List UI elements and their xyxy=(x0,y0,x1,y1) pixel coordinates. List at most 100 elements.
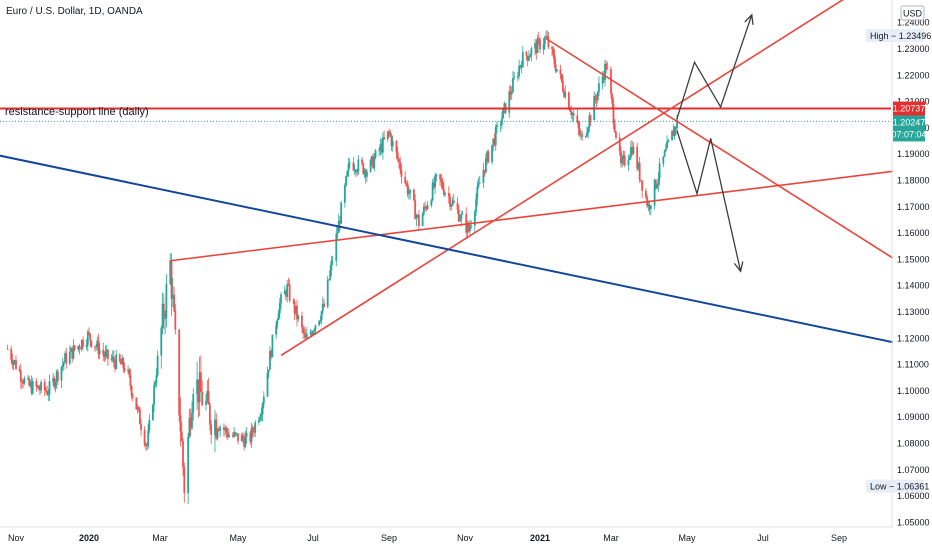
candle-body xyxy=(104,352,107,357)
candle-body xyxy=(6,348,9,350)
candle-body xyxy=(447,192,450,197)
candle-body xyxy=(111,356,114,359)
candle-body xyxy=(346,171,349,177)
candle-body xyxy=(68,351,71,364)
candle-body xyxy=(31,381,34,394)
candle-body xyxy=(513,77,516,79)
candle-body xyxy=(374,150,377,158)
candle-body xyxy=(487,151,490,163)
candle-body xyxy=(413,189,415,201)
candle-body xyxy=(148,420,151,431)
candle-body xyxy=(362,163,365,174)
candle-body xyxy=(294,305,297,314)
candle-body xyxy=(86,331,89,345)
candle-body xyxy=(587,128,590,133)
time-tick-label: 2021 xyxy=(530,533,550,543)
candle-body xyxy=(657,178,660,185)
candle-body xyxy=(173,294,175,311)
candle-body xyxy=(47,394,50,396)
candle-body xyxy=(388,131,390,133)
candle-body xyxy=(519,65,522,67)
candle-body xyxy=(43,381,46,391)
candle-body xyxy=(127,369,129,371)
candle-body xyxy=(662,156,665,164)
candle-body xyxy=(102,349,105,355)
candle-body xyxy=(672,130,675,137)
candle-body xyxy=(676,118,678,129)
bearish-projection-path-arrowhead xyxy=(733,261,744,273)
resistance-annotation: resistance-support line (daily) xyxy=(5,106,149,118)
candle-body xyxy=(627,159,630,166)
candle-body xyxy=(15,360,17,370)
candle-body xyxy=(450,204,453,207)
candle-body xyxy=(528,57,530,61)
candle-body xyxy=(242,435,244,440)
candle-body xyxy=(516,75,519,78)
candle-body xyxy=(456,202,459,210)
candle-body xyxy=(267,369,270,373)
candle-body xyxy=(276,319,279,326)
candle-body xyxy=(554,64,557,72)
candle-body xyxy=(226,432,229,438)
candle-body xyxy=(18,369,21,371)
price-axis[interactable] xyxy=(893,0,932,550)
candle-body xyxy=(380,144,383,153)
candle-body xyxy=(161,303,164,329)
candle-body xyxy=(60,367,63,381)
candle-body xyxy=(336,232,339,234)
candle-body xyxy=(580,134,582,136)
candle-body xyxy=(547,37,550,48)
price-tick-label: 1.18000 xyxy=(897,176,930,186)
candle-body xyxy=(235,433,238,435)
candle-body xyxy=(123,367,126,371)
candle-body xyxy=(103,354,106,357)
time-tick-label: Jul xyxy=(307,533,319,543)
candle-body xyxy=(372,156,374,169)
candle-body xyxy=(641,180,644,191)
candle-body xyxy=(492,138,495,145)
candle-body xyxy=(118,354,121,362)
resistance-price-tag xyxy=(893,101,925,116)
candle-body xyxy=(399,161,402,170)
candle-body xyxy=(137,407,140,410)
time-axis[interactable] xyxy=(0,528,893,550)
low-tag-bg xyxy=(866,479,924,493)
countdown-text: 07:07:04 xyxy=(891,129,926,139)
candle-body xyxy=(390,135,393,147)
candle-body xyxy=(180,431,183,441)
candle-body xyxy=(425,207,428,209)
candle-body xyxy=(223,427,225,431)
candle-body xyxy=(88,331,90,334)
candle-body xyxy=(356,171,359,173)
candle-body xyxy=(146,444,148,447)
candle-body xyxy=(205,400,207,406)
candle-body xyxy=(567,92,570,110)
candle-body xyxy=(663,151,666,157)
candle-body xyxy=(439,174,441,180)
candle-body xyxy=(355,170,357,173)
candle-body xyxy=(465,214,468,233)
candle-body xyxy=(61,364,64,368)
candle-body xyxy=(122,358,125,368)
candle-body xyxy=(305,334,308,339)
projections-layer xyxy=(676,13,754,273)
candle-body xyxy=(478,183,481,184)
candle-body xyxy=(459,219,461,222)
candle-body xyxy=(128,369,131,376)
candle-body xyxy=(129,375,132,387)
currency-button[interactable]: USD xyxy=(900,5,925,21)
candle-body xyxy=(396,152,399,160)
candle-body xyxy=(496,124,498,128)
support-trendline xyxy=(170,170,894,262)
candle-body xyxy=(313,330,316,332)
candle-body xyxy=(286,284,289,297)
candle-body xyxy=(534,43,536,49)
candle-body xyxy=(160,328,163,356)
candle-body xyxy=(174,310,177,330)
candle-body xyxy=(280,294,282,304)
candle-body xyxy=(494,127,497,146)
candle-body xyxy=(296,305,298,320)
candle-body xyxy=(378,150,381,152)
